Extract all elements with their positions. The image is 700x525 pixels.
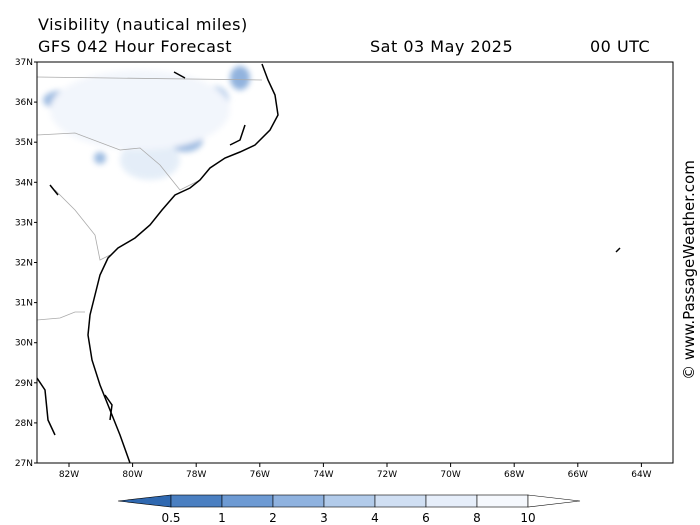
longitude-label: 80W xyxy=(122,470,142,480)
state-borders xyxy=(36,76,263,321)
longitude-label: 66W xyxy=(568,470,588,480)
latitude-label: 28N xyxy=(15,419,33,429)
coastline xyxy=(36,63,621,464)
colorbar-label: 1 xyxy=(218,511,226,525)
latitude-label: 34N xyxy=(15,178,33,188)
colorbar-label: 6 xyxy=(422,511,430,525)
longitude-label: 74W xyxy=(313,470,333,480)
latitude-label: 32N xyxy=(15,259,33,269)
visibility-field xyxy=(43,66,250,180)
forecast-time: 00 UTC xyxy=(590,37,650,56)
longitude-label: 82W xyxy=(59,470,79,480)
latitude-label: 33N xyxy=(15,218,33,228)
colorbar-label: 8 xyxy=(473,511,481,525)
longitude-label: 64W xyxy=(631,470,651,480)
latitude-labels: 37N 36N 35N 34N 33N 32N 31N 30N 29N 28N 27N xyxy=(15,58,37,469)
forecast-label: GFS 042 Hour Forecast xyxy=(38,37,232,56)
longitude-label: 78W xyxy=(186,470,206,480)
latitude-label: 27N xyxy=(15,459,33,469)
latitude-label: 31N xyxy=(15,299,33,309)
latitude-label: 30N xyxy=(15,339,33,349)
colorbar-label: 0.5 xyxy=(161,511,180,525)
colorbar-label: 4 xyxy=(371,511,379,525)
map-title: Visibility (nautical miles) xyxy=(38,15,248,34)
latitude-label: 37N xyxy=(15,58,33,68)
longitude-label: 76W xyxy=(250,470,270,480)
colorbar-labels: 0.5 1 2 3 4 6 8 10 xyxy=(161,511,535,525)
colorbar xyxy=(117,494,581,508)
colorbar-label: 3 xyxy=(320,511,328,525)
latitude-label: 36N xyxy=(15,98,33,108)
longitude-labels: 82W 80W 78W 76W 74W 72W 70W 68W 66W 64W xyxy=(59,463,652,480)
colorbar-label: 2 xyxy=(269,511,277,525)
longitude-label: 68W xyxy=(504,470,524,480)
longitude-label: 70W xyxy=(440,470,460,480)
watermark: © www.PassageWeather.com xyxy=(680,160,698,380)
latitude-label: 35N xyxy=(15,138,33,148)
forecast-date: Sat 03 May 2025 xyxy=(370,37,513,56)
latitude-label: 29N xyxy=(15,379,33,389)
colorbar-label: 10 xyxy=(520,511,535,525)
longitude-label: 72W xyxy=(377,470,397,480)
